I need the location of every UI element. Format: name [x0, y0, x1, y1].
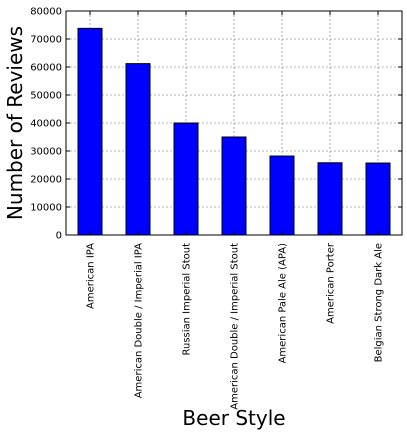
y-tick-label: 50000	[30, 91, 62, 102]
x-tick-label: American Pale Ale (APA)	[278, 243, 289, 364]
x-tick-label: American Double / Imperial IPA	[134, 243, 145, 398]
y-axis-title: Number of Reviews	[3, 26, 27, 220]
bar	[77, 27, 103, 236]
y-tick-label: 20000	[30, 175, 62, 186]
bar	[125, 63, 151, 236]
y-tick-label: 80000	[30, 7, 62, 18]
bar	[173, 122, 199, 236]
bar	[365, 162, 391, 236]
y-tick-label: 30000	[30, 147, 62, 158]
x-tick-label: American IPA	[86, 243, 97, 309]
x-tick-label: American Porter	[326, 242, 337, 324]
y-tick-label: 40000	[30, 119, 62, 130]
bar	[221, 136, 247, 236]
y-tick-label: 60000	[30, 63, 62, 74]
x-tick-label: Belgian Strong Dark Ale	[374, 243, 385, 362]
bar	[269, 155, 295, 236]
y-tick-label: 0	[56, 231, 62, 242]
bar	[317, 162, 343, 236]
x-axis-title: Beer Style	[182, 406, 285, 430]
y-tick-label: 70000	[30, 35, 62, 46]
x-tick-label: American Double / Imperial Stout	[230, 243, 241, 410]
y-tick-label: 10000	[30, 203, 62, 214]
x-tick-label: Russian Imperial Stout	[182, 243, 193, 356]
